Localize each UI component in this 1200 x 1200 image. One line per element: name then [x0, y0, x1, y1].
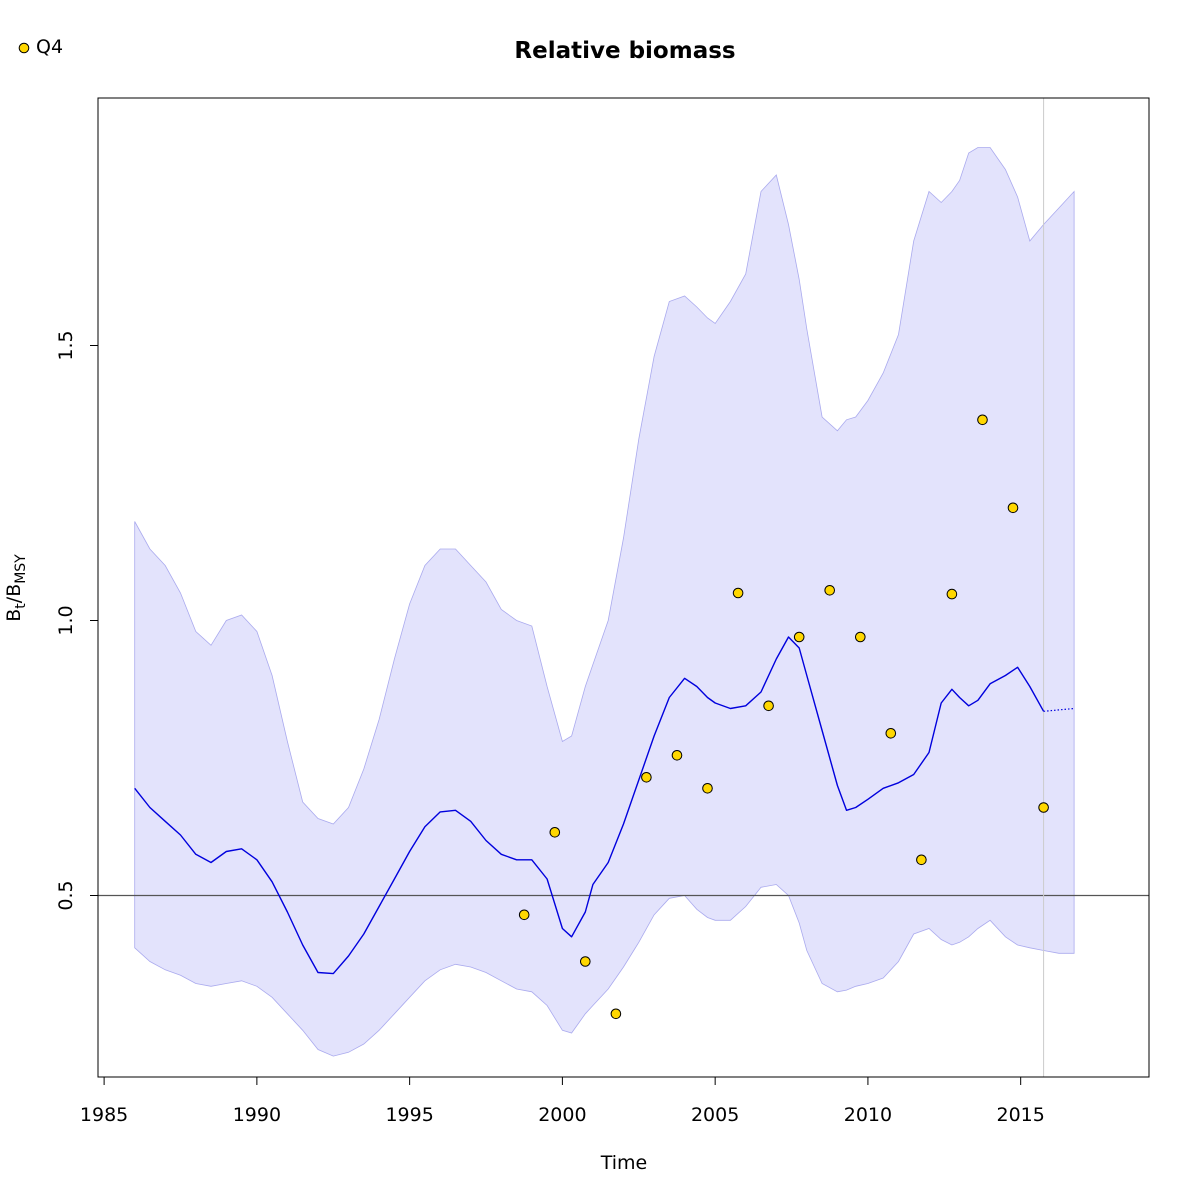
x-tick-label: 2000	[538, 1104, 586, 1126]
observation-point	[549, 827, 561, 838]
y-tick-label: 1.0	[55, 605, 77, 635]
legend-label-q4: Q4	[36, 36, 63, 58]
observation-point	[763, 700, 774, 712]
ci-band-layer	[134, 147, 1075, 1057]
x-tick-label: 2005	[691, 1104, 739, 1126]
legend-marker-q4	[18, 42, 30, 54]
observation-point	[580, 956, 591, 967]
median-line	[134, 636, 1045, 975]
x-tick-label: 1995	[385, 1104, 433, 1126]
y-axis: 0.5 1.0 1.5	[55, 330, 99, 911]
y-tick-label: 1.5	[55, 330, 77, 360]
x-axis-label: Time	[600, 1152, 648, 1174]
y-axis-label: Bt/BMSY	[3, 554, 29, 622]
observation-point	[1038, 802, 1049, 813]
x-tick-label: 2010	[844, 1104, 892, 1126]
median-line-layer	[134, 636, 1075, 975]
observation-point	[824, 585, 836, 596]
observation-point	[671, 750, 683, 761]
observation-point	[977, 414, 988, 426]
y-tick-label: 0.5	[55, 880, 77, 910]
observation-point	[641, 772, 652, 783]
observation-point	[732, 587, 744, 599]
observation-point	[916, 854, 927, 866]
median-forecast-line	[1043, 707, 1075, 712]
legend: Q4	[18, 36, 63, 58]
observation-point	[518, 909, 530, 921]
observation-point	[702, 783, 713, 794]
observation-point	[610, 1008, 622, 1020]
observation-point	[946, 588, 958, 600]
x-tick-label: 1985	[80, 1104, 128, 1126]
observation-point	[793, 631, 805, 643]
observation-points-layer	[518, 414, 1049, 1020]
x-tick-label: 2015	[997, 1104, 1045, 1126]
observation-point	[885, 728, 897, 739]
observation-point	[1007, 502, 1019, 514]
x-axis: 1985 1990 1995 2000 2005 2010 2015	[80, 1076, 1045, 1126]
observation-point	[855, 631, 866, 643]
confidence-band	[134, 147, 1075, 1057]
x-tick-label: 1990	[233, 1104, 281, 1126]
reference-layer	[98, 98, 1149, 1077]
chart-title: Relative biomass	[514, 38, 735, 64]
